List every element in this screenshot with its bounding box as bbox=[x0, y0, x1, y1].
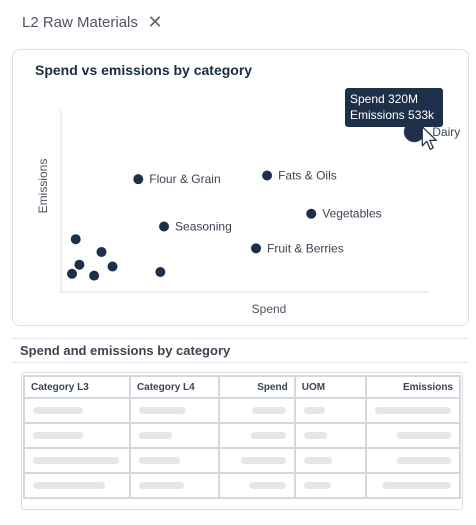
table-card: Spend and emissions by category Category… bbox=[12, 338, 469, 516]
y-axis-label: Emissions bbox=[36, 159, 50, 214]
column-header-category-l3[interactable]: Category L3 bbox=[23, 375, 131, 399]
table-cell-category-l3 bbox=[23, 422, 131, 449]
column-header-uom[interactable]: UOM bbox=[293, 375, 367, 399]
skeleton-placeholder bbox=[303, 482, 331, 489]
table-row[interactable] bbox=[23, 472, 462, 499]
table-cell-category-l4 bbox=[128, 447, 221, 474]
table-cell-category-l3 bbox=[23, 472, 131, 499]
skeleton-placeholder bbox=[397, 457, 451, 464]
data-table: Category L3 Category L4 Spend UOM Emissi… bbox=[23, 375, 462, 499]
point-unlabeled[interactable] bbox=[155, 266, 166, 277]
skeleton-placeholder bbox=[33, 407, 83, 414]
table-cell-emissions bbox=[364, 447, 462, 474]
table-row[interactable] bbox=[23, 397, 462, 424]
close-icon[interactable]: ✕ bbox=[147, 12, 163, 32]
skeleton-placeholder bbox=[303, 432, 327, 439]
point-label-vegetables: Vegetables bbox=[322, 207, 381, 221]
table-header-row: Category L3 Category L4 Spend UOM Emissi… bbox=[23, 375, 462, 399]
scatter-chart: Spend Emissions Dairy Flour & Grain Fats & O… bbox=[36, 110, 460, 316]
point-unlabeled[interactable] bbox=[74, 259, 85, 270]
skeleton-placeholder bbox=[138, 457, 180, 464]
skeleton-placeholder bbox=[375, 407, 451, 414]
skeleton-placeholder bbox=[303, 407, 325, 414]
point-label-fats-oils: Fats & Oils bbox=[278, 169, 337, 183]
table-cell-emissions bbox=[364, 472, 462, 499]
point-fruit-berries[interactable] bbox=[251, 243, 262, 254]
column-header-emissions[interactable]: Emissions bbox=[364, 375, 462, 399]
table-title: Spend and emissions by category bbox=[20, 343, 231, 358]
skeleton-placeholder bbox=[251, 407, 286, 414]
point-label-dairy: Dairy bbox=[432, 125, 460, 139]
point-unlabeled[interactable] bbox=[96, 246, 107, 257]
point-label-seasoning: Seasoning bbox=[175, 219, 232, 233]
tab-title: L2 Raw Materials bbox=[22, 13, 138, 31]
table-cell-spend bbox=[218, 472, 296, 499]
tooltip-spend: Spend 320M bbox=[350, 92, 419, 106]
table-cell-category-l3 bbox=[23, 397, 131, 424]
point-unlabeled[interactable] bbox=[107, 261, 118, 272]
table-frame: Category L3 Category L4 Spend UOM Emissi… bbox=[21, 372, 463, 510]
column-header-spend[interactable]: Spend bbox=[218, 375, 296, 399]
table-cell-uom bbox=[293, 472, 367, 499]
point-unlabeled[interactable] bbox=[67, 268, 78, 279]
skeleton-placeholder bbox=[248, 482, 286, 489]
point-fats-oils[interactable] bbox=[262, 170, 273, 181]
tooltip-emissions: Emissions 533k bbox=[350, 108, 435, 122]
point-unlabeled[interactable] bbox=[70, 234, 81, 245]
x-axis-label: Spend bbox=[252, 302, 287, 316]
table-cell-category-l3 bbox=[23, 447, 131, 474]
table-cell-category-l4 bbox=[128, 472, 221, 499]
table-cell-spend bbox=[218, 447, 296, 474]
chart-tooltip: Spend 320M Emissions 533k bbox=[345, 88, 443, 127]
table-cell-uom bbox=[293, 397, 367, 424]
column-header-category-l4[interactable]: Category L4 bbox=[128, 375, 221, 399]
skeleton-placeholder bbox=[33, 482, 105, 489]
cursor-arrow-icon bbox=[421, 126, 437, 150]
divider bbox=[12, 362, 469, 363]
skeleton-placeholder bbox=[138, 407, 186, 414]
table-cell-category-l4 bbox=[128, 422, 221, 449]
skeleton-placeholder bbox=[397, 432, 451, 439]
skeleton-placeholder bbox=[33, 432, 83, 439]
table-row[interactable] bbox=[23, 447, 462, 474]
skeleton-placeholder bbox=[33, 457, 119, 464]
skeleton-placeholder bbox=[303, 457, 332, 464]
table-cell-emissions bbox=[364, 422, 462, 449]
skeleton-placeholder bbox=[138, 482, 184, 489]
table-cell-category-l4 bbox=[128, 397, 221, 424]
table-cell-emissions bbox=[364, 397, 462, 424]
point-label-flour-grain: Flour & Grain bbox=[149, 172, 220, 186]
point-label-fruit-berries: Fruit & Berries bbox=[267, 241, 344, 255]
tab[interactable]: L2 Raw Materials bbox=[22, 12, 138, 32]
point-seasoning[interactable] bbox=[159, 221, 170, 232]
point-unlabeled[interactable] bbox=[89, 270, 100, 281]
skeleton-placeholder bbox=[382, 482, 451, 489]
skeleton-placeholder bbox=[250, 432, 286, 439]
table-row[interactable] bbox=[23, 422, 462, 449]
chart-title: Spend vs emissions by category bbox=[35, 62, 253, 78]
table-cell-uom bbox=[293, 447, 367, 474]
skeleton-placeholder bbox=[240, 457, 286, 464]
table-cell-spend bbox=[218, 397, 296, 424]
point-vegetables[interactable] bbox=[306, 208, 317, 219]
point-flour-grain[interactable] bbox=[133, 174, 144, 185]
table-cell-spend bbox=[218, 422, 296, 449]
table-cell-uom bbox=[293, 422, 367, 449]
skeleton-placeholder bbox=[138, 432, 172, 439]
